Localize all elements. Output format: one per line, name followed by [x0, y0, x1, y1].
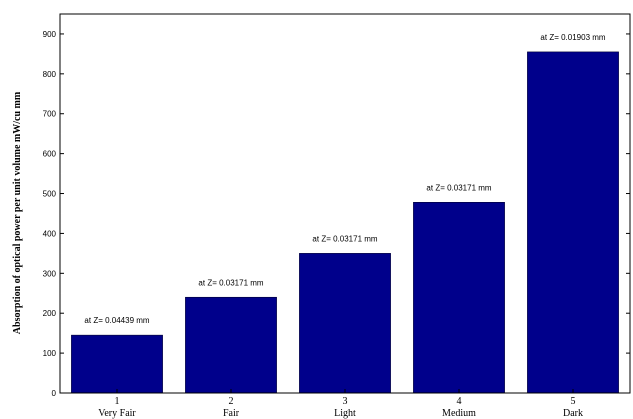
x-tick-label-2: 2 [229, 396, 234, 407]
y-tick-label-200: 200 [43, 309, 57, 318]
x-tick-label-4: 4 [457, 396, 462, 407]
x-tick-label-5: 5 [571, 396, 576, 407]
y-tick-label-0: 0 [52, 389, 57, 398]
bars-layer [71, 51, 619, 394]
y-ticks-layer: 0 100 200 300 400 500 600 700 800 900 [43, 30, 630, 398]
x-category-name-4: Medium [442, 408, 476, 419]
bar-annotation-5: at Z= 0.01903 mm [540, 33, 605, 42]
bar-annotation-2: at Z= 0.03171 mm [198, 278, 263, 287]
annotations-layer: at Z= 0.04439 mm at Z= 0.03171 mm at Z= 0.… [84, 33, 605, 325]
bar-5 [527, 51, 619, 394]
y-tick-label-500: 500 [43, 190, 57, 199]
x-category-name-1: Very Fair [98, 408, 136, 419]
y-axis-label: Absorption of optical power per unit vol… [12, 91, 23, 334]
x-tick-label-3: 3 [343, 396, 348, 407]
bar-2 [185, 296, 277, 394]
bar-3 [299, 253, 391, 394]
axes-layer [59, 13, 631, 394]
bar-annotation-4: at Z= 0.03171 mm [426, 183, 491, 192]
y-tick-label-600: 600 [43, 150, 57, 159]
bar-4 [413, 202, 505, 394]
y-tick-label-700: 700 [43, 110, 57, 119]
x-category-name-2: Fair [223, 408, 240, 419]
bar-annotation-1: at Z= 0.04439 mm [84, 316, 149, 325]
y-tick-label-900: 900 [43, 30, 57, 39]
x-tick-label-1: 1 [115, 396, 120, 407]
y-tick-label-800: 800 [43, 70, 57, 79]
y-tick-label-100: 100 [43, 349, 57, 358]
y-tick-label-300: 300 [43, 269, 57, 278]
y-tick-label-400: 400 [43, 229, 57, 238]
x-category-name-5: Dark [563, 408, 583, 419]
x-category-name-3: Light [334, 408, 356, 419]
bar-annotation-3: at Z= 0.03171 mm [312, 234, 377, 243]
bar-1 [71, 334, 163, 394]
